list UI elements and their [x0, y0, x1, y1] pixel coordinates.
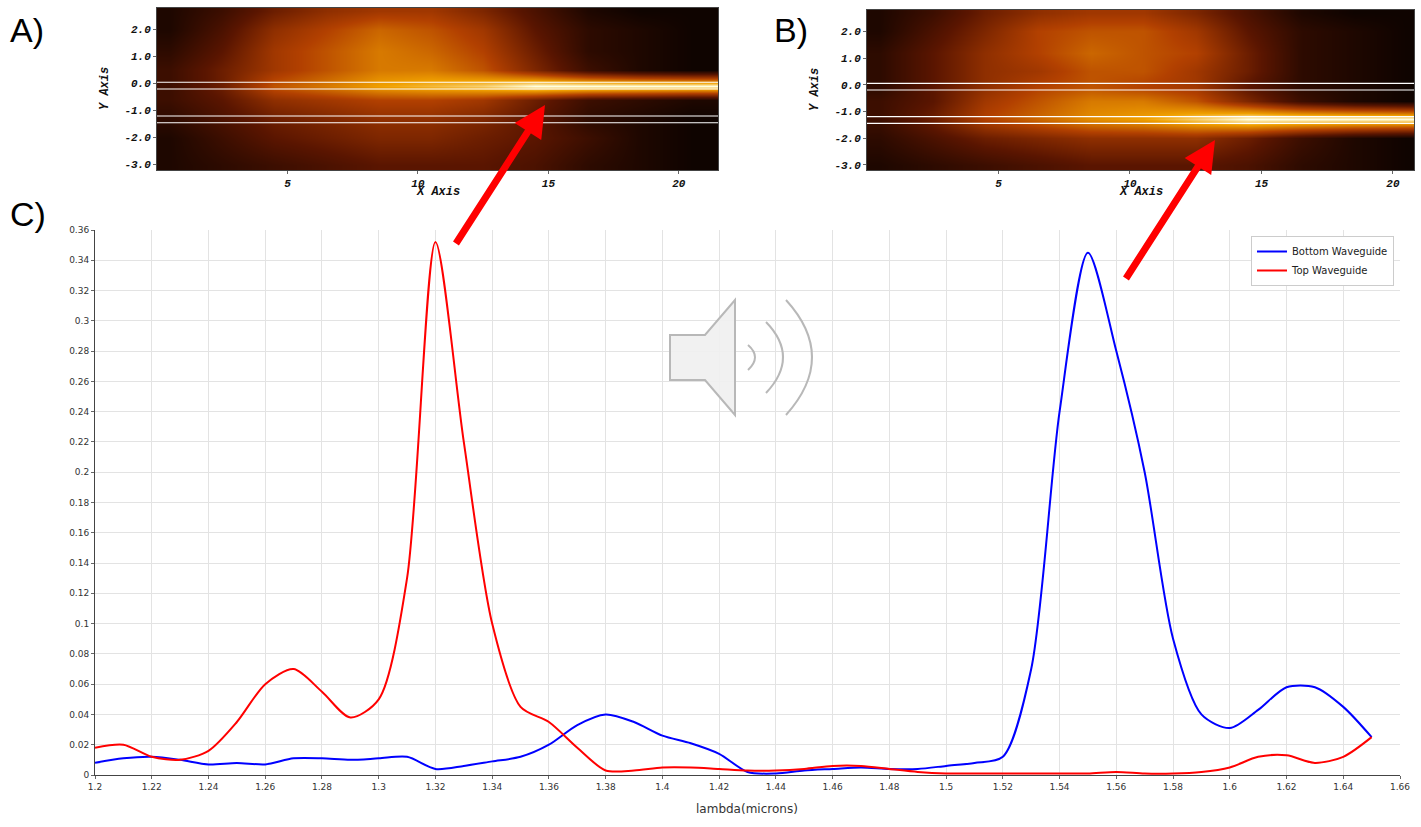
- svg-text:20: 20: [672, 178, 686, 190]
- svg-text:0.36: 0.36: [69, 225, 89, 235]
- svg-text:0.02: 0.02: [69, 740, 89, 750]
- svg-text:1.5: 1.5: [939, 782, 953, 792]
- svg-text:1.28: 1.28: [312, 782, 332, 792]
- svg-text:0.3: 0.3: [75, 316, 89, 326]
- svg-text:0.04: 0.04: [69, 710, 89, 720]
- svg-text:2.0: 2.0: [131, 24, 151, 36]
- svg-text:1.66: 1.66: [1390, 782, 1410, 792]
- svg-text:5: 5: [284, 178, 291, 190]
- svg-text:1.54: 1.54: [1050, 782, 1070, 792]
- svg-text:Y Axis: Y Axis: [808, 68, 822, 111]
- svg-text:1.2: 1.2: [88, 782, 102, 792]
- svg-text:0.0: 0.0: [131, 78, 151, 90]
- svg-text:1.0: 1.0: [841, 53, 861, 65]
- svg-text:1.64: 1.64: [1333, 782, 1353, 792]
- svg-text:20: 20: [1386, 178, 1400, 190]
- svg-text:0.26: 0.26: [69, 377, 89, 387]
- svg-text:X Axis: X Axis: [1119, 185, 1163, 199]
- svg-text:2.0: 2.0: [841, 26, 861, 38]
- svg-text:0.1: 0.1: [75, 619, 89, 629]
- svg-text:-3.0: -3.0: [124, 159, 151, 171]
- svg-text:0.06: 0.06: [69, 679, 89, 689]
- svg-text:1.3: 1.3: [372, 782, 386, 792]
- svg-text:10: 10: [1123, 178, 1137, 190]
- svg-text:1.0: 1.0: [131, 51, 151, 63]
- svg-text:1.52: 1.52: [993, 782, 1013, 792]
- svg-text:-2.0: -2.0: [834, 133, 861, 145]
- svg-text:1.38: 1.38: [596, 782, 616, 792]
- svg-text:B): B): [774, 11, 808, 49]
- svg-text:1.34: 1.34: [482, 782, 502, 792]
- svg-text:0.32: 0.32: [69, 286, 89, 296]
- svg-text:1.36: 1.36: [539, 782, 559, 792]
- svg-text:0.18: 0.18: [69, 498, 89, 508]
- svg-text:1.32: 1.32: [425, 782, 445, 792]
- svg-text:-3.0: -3.0: [834, 160, 861, 172]
- svg-text:0.12: 0.12: [69, 588, 89, 598]
- svg-text:1.44: 1.44: [766, 782, 786, 792]
- svg-text:0.34: 0.34: [69, 255, 89, 265]
- svg-text:A): A): [10, 11, 44, 49]
- svg-text:15: 15: [542, 178, 556, 190]
- svg-text:Top Waveguide: Top Waveguide: [1291, 265, 1367, 276]
- svg-text:0.22: 0.22: [69, 437, 89, 447]
- svg-text:1.46: 1.46: [823, 782, 843, 792]
- svg-text:lambda(microns): lambda(microns): [696, 802, 798, 816]
- svg-text:0.14: 0.14: [69, 558, 89, 568]
- svg-text:1.6: 1.6: [1223, 782, 1238, 792]
- svg-text:-2.0: -2.0: [124, 132, 151, 144]
- svg-text:0.2: 0.2: [75, 467, 89, 477]
- svg-text:1.48: 1.48: [879, 782, 899, 792]
- svg-text:15: 15: [1255, 178, 1269, 190]
- svg-text:0.16: 0.16: [69, 528, 89, 538]
- svg-text:0.0: 0.0: [841, 80, 861, 92]
- svg-text:Bottom Waveguide: Bottom Waveguide: [1292, 246, 1387, 257]
- svg-text:Y Axis: Y Axis: [98, 67, 112, 110]
- svg-text:C): C): [10, 195, 46, 233]
- svg-text:10: 10: [411, 178, 425, 190]
- svg-text:1.42: 1.42: [709, 782, 729, 792]
- svg-text:X Axis: X Axis: [416, 185, 460, 199]
- svg-text:1.22: 1.22: [142, 782, 162, 792]
- svg-text:1.4: 1.4: [655, 782, 670, 792]
- svg-text:1.24: 1.24: [198, 782, 218, 792]
- svg-text:0: 0: [83, 770, 89, 780]
- svg-text:5: 5: [995, 178, 1002, 190]
- svg-text:1.26: 1.26: [255, 782, 275, 792]
- svg-text:0.28: 0.28: [69, 346, 89, 356]
- svg-text:1.58: 1.58: [1163, 782, 1183, 792]
- svg-text:-1.0: -1.0: [834, 106, 861, 118]
- svg-text:-1.0: -1.0: [124, 105, 151, 117]
- svg-text:0.24: 0.24: [69, 407, 89, 417]
- svg-text:1.56: 1.56: [1106, 782, 1126, 792]
- svg-text:1.62: 1.62: [1276, 782, 1296, 792]
- svg-text:0.08: 0.08: [69, 649, 89, 659]
